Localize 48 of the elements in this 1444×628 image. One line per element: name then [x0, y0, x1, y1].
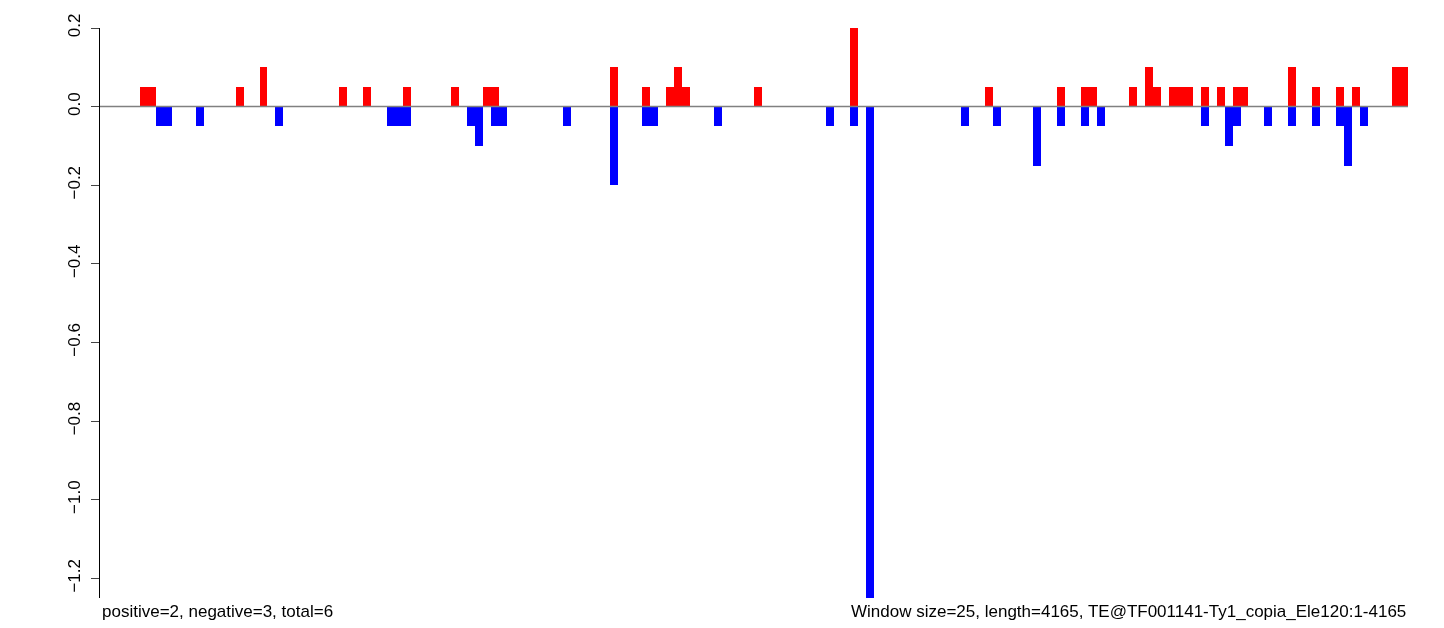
bar	[1201, 107, 1209, 126]
y-tick-label: 0.2	[65, 13, 85, 38]
text: positive=2, negative=3, total=6	[102, 602, 334, 621]
bar	[985, 87, 993, 107]
bar	[866, 107, 874, 598]
bar	[1081, 107, 1089, 126]
bar	[1264, 107, 1272, 126]
bar	[610, 67, 618, 107]
bar	[826, 107, 834, 126]
bar	[451, 87, 459, 107]
bar	[1360, 107, 1368, 126]
bar	[1057, 87, 1065, 107]
bar	[1201, 87, 1209, 107]
y-tick-label: 0.0	[65, 92, 85, 116]
bar	[563, 107, 571, 126]
bar	[236, 87, 244, 107]
bar	[1288, 67, 1296, 107]
bar	[1057, 107, 1065, 126]
bar	[275, 107, 283, 126]
y-tick-label: −0.2	[65, 165, 85, 200]
bar	[1129, 87, 1137, 107]
bar	[1312, 87, 1320, 107]
bar	[1033, 107, 1041, 166]
bar	[1312, 107, 1320, 126]
bar	[1288, 107, 1296, 126]
bar	[850, 107, 858, 126]
bar	[196, 107, 204, 126]
text: Window size=25, length=4165, TE@TF001141-Ty1_copia_Ele120:1-4165	[851, 602, 1407, 621]
y-tick-label: −0.6	[65, 323, 85, 357]
y-tick-label: −1.0	[65, 480, 85, 514]
bar	[850, 28, 858, 107]
bar	[754, 87, 762, 107]
y-tick-label: −0.8	[65, 401, 85, 436]
bar	[260, 67, 267, 107]
bar	[1352, 87, 1360, 107]
y-tick-label: −1.2	[65, 559, 85, 593]
bar	[1217, 87, 1225, 107]
bar	[403, 87, 411, 107]
bar	[1097, 107, 1105, 126]
bar	[363, 87, 371, 107]
bar	[642, 87, 650, 107]
y-tick-label: −0.4	[65, 244, 85, 279]
bar	[339, 87, 347, 107]
bar	[714, 107, 722, 126]
bar	[961, 107, 969, 126]
bar	[1336, 87, 1344, 107]
bar	[610, 107, 618, 185]
bar	[993, 107, 1001, 126]
